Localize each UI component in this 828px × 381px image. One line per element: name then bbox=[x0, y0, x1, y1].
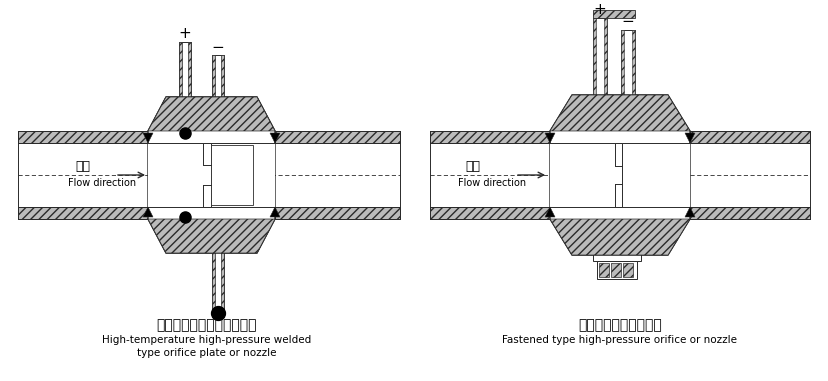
Bar bbox=[211, 145, 253, 205]
Polygon shape bbox=[270, 133, 280, 143]
Polygon shape bbox=[148, 97, 275, 131]
Text: High-temperature high-pressure welded: High-temperature high-pressure welded bbox=[102, 335, 311, 345]
Polygon shape bbox=[430, 207, 549, 219]
Polygon shape bbox=[221, 55, 224, 131]
Polygon shape bbox=[684, 133, 694, 143]
Polygon shape bbox=[18, 131, 148, 143]
Bar bbox=[588, 219, 644, 225]
Polygon shape bbox=[544, 207, 554, 217]
Bar bbox=[596, 261, 636, 279]
Polygon shape bbox=[212, 219, 224, 310]
Bar bbox=[549, 143, 689, 207]
Polygon shape bbox=[212, 55, 214, 131]
Polygon shape bbox=[212, 55, 224, 131]
Polygon shape bbox=[620, 30, 623, 131]
Bar bbox=[203, 143, 211, 207]
Bar bbox=[588, 219, 644, 241]
Polygon shape bbox=[221, 219, 224, 310]
Text: −: − bbox=[621, 14, 633, 29]
Polygon shape bbox=[592, 18, 595, 131]
Polygon shape bbox=[549, 95, 689, 131]
Polygon shape bbox=[148, 97, 275, 131]
Polygon shape bbox=[689, 131, 809, 143]
Polygon shape bbox=[212, 219, 214, 310]
Polygon shape bbox=[179, 42, 182, 131]
Bar bbox=[599, 263, 609, 277]
Polygon shape bbox=[188, 42, 190, 131]
Text: −: − bbox=[211, 40, 224, 54]
Polygon shape bbox=[549, 219, 689, 255]
Bar bbox=[614, 143, 621, 207]
Text: 流向: 流向 bbox=[465, 160, 479, 173]
Bar bbox=[148, 143, 275, 207]
Polygon shape bbox=[270, 207, 280, 217]
Polygon shape bbox=[684, 207, 694, 217]
Polygon shape bbox=[275, 131, 400, 143]
Text: 紧固式高压孔板或喷嘴: 紧固式高压孔板或喷嘴 bbox=[577, 318, 661, 332]
Text: 高温高压焊接式孔板或喷嘴: 高温高压焊接式孔板或喷嘴 bbox=[156, 318, 257, 332]
Text: type orifice plate or nozzle: type orifice plate or nozzle bbox=[137, 348, 277, 358]
Bar bbox=[592, 241, 640, 261]
Text: Flow direction: Flow direction bbox=[68, 178, 136, 188]
Polygon shape bbox=[142, 207, 153, 217]
Text: +: + bbox=[178, 26, 191, 40]
Text: 流向: 流向 bbox=[75, 160, 90, 173]
Polygon shape bbox=[148, 219, 275, 253]
Polygon shape bbox=[148, 97, 275, 253]
Polygon shape bbox=[430, 131, 549, 143]
Polygon shape bbox=[604, 18, 606, 131]
Text: Flow direction: Flow direction bbox=[457, 178, 526, 188]
Bar bbox=[592, 10, 634, 18]
Bar bbox=[203, 165, 211, 185]
Polygon shape bbox=[620, 30, 634, 131]
Polygon shape bbox=[179, 42, 190, 131]
Polygon shape bbox=[549, 95, 689, 255]
Polygon shape bbox=[592, 18, 606, 131]
Polygon shape bbox=[631, 30, 634, 131]
Bar bbox=[610, 263, 620, 277]
Bar bbox=[623, 263, 633, 277]
Polygon shape bbox=[148, 219, 275, 253]
Polygon shape bbox=[544, 133, 554, 143]
Polygon shape bbox=[549, 95, 689, 131]
Bar bbox=[614, 166, 621, 184]
Polygon shape bbox=[689, 207, 809, 219]
Text: Fastened type high-pressure orifice or nozzle: Fastened type high-pressure orifice or n… bbox=[502, 335, 737, 345]
Text: +: + bbox=[593, 2, 605, 16]
Polygon shape bbox=[142, 133, 153, 143]
Polygon shape bbox=[18, 207, 148, 219]
Polygon shape bbox=[275, 207, 400, 219]
Polygon shape bbox=[549, 219, 689, 255]
